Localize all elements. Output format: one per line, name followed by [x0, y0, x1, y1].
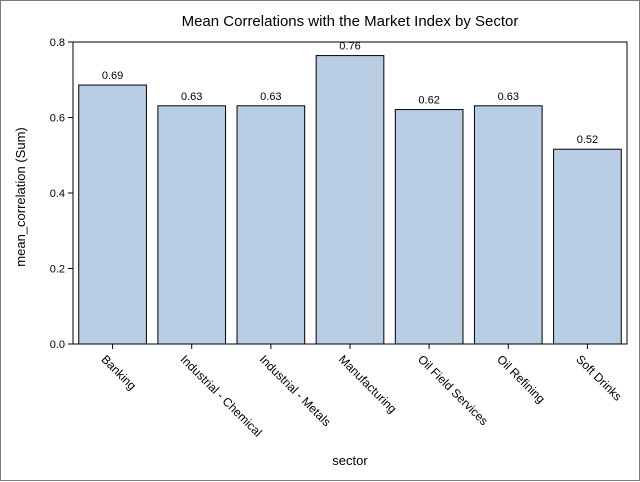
y-tick-label: 0.2 [50, 264, 65, 276]
bar-value-label: 0.69 [102, 70, 123, 82]
bar [473, 105, 543, 345]
x-tick-label: Banking [98, 352, 139, 393]
bar [394, 109, 464, 345]
bar [553, 148, 622, 345]
y-axis-label: mean_correlation (Sum) [13, 127, 28, 266]
x-tick-label: Oil Refining [494, 352, 548, 406]
x-tick-label: Oil Field Services [415, 352, 491, 428]
bar-value-label: 0.63 [260, 91, 281, 103]
bar [78, 84, 147, 345]
chart-title: Mean Correlations with the Market Index … [182, 13, 519, 30]
bar-value-label: 0.52 [577, 134, 598, 146]
bar [315, 55, 385, 345]
x-tick-label: Soft Drinks [573, 352, 624, 403]
y-tick-label: 0.6 [50, 113, 65, 125]
bar-value-label: 0.62 [418, 95, 439, 107]
x-tick-label: Industrial - Metals [257, 352, 334, 429]
x-axis-label: sector [332, 453, 368, 468]
bar [236, 105, 306, 345]
bar-value-label: 0.63 [181, 91, 202, 103]
x-tick-label: Manufacturing [336, 352, 400, 416]
y-tick-label: 0.8 [50, 37, 65, 49]
x-tick-label: Industrial - Chemical [178, 352, 265, 439]
bar [157, 105, 227, 345]
bar-value-label: 0.63 [498, 91, 519, 103]
bar-value-label: 0.76 [339, 41, 360, 53]
plot-area: 0.0 0.2 0.4 0.6 0.8 0.69 Banking 0.63 Industrial… [50, 37, 628, 439]
y-tick-label: 0.0 [50, 339, 65, 351]
y-tick-label: 0.4 [50, 188, 65, 200]
